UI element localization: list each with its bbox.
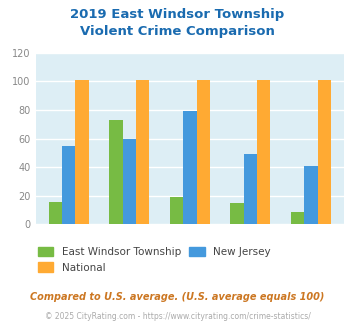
Bar: [62, 146, 76, 224]
Bar: [123, 139, 136, 224]
Bar: [318, 80, 331, 224]
Legend: East Windsor Township, National, New Jersey: East Windsor Township, National, New Jer…: [34, 243, 275, 277]
Bar: [183, 112, 197, 224]
Text: Violent Crime Comparison: Violent Crime Comparison: [80, 25, 275, 38]
Bar: [244, 154, 257, 224]
Text: © 2025 CityRating.com - https://www.cityrating.com/crime-statistics/: © 2025 CityRating.com - https://www.city…: [45, 312, 310, 321]
Bar: [291, 212, 304, 224]
Text: 2019 East Windsor Township: 2019 East Windsor Township: [70, 8, 285, 21]
Bar: [49, 202, 62, 224]
Text: Compared to U.S. average. (U.S. average equals 100): Compared to U.S. average. (U.S. average …: [30, 292, 325, 302]
Bar: [230, 203, 244, 224]
Bar: [76, 80, 89, 224]
Bar: [304, 166, 318, 224]
Bar: [197, 80, 210, 224]
Bar: [136, 80, 149, 224]
Bar: [257, 80, 271, 224]
Bar: [109, 120, 123, 224]
Bar: [170, 197, 183, 224]
